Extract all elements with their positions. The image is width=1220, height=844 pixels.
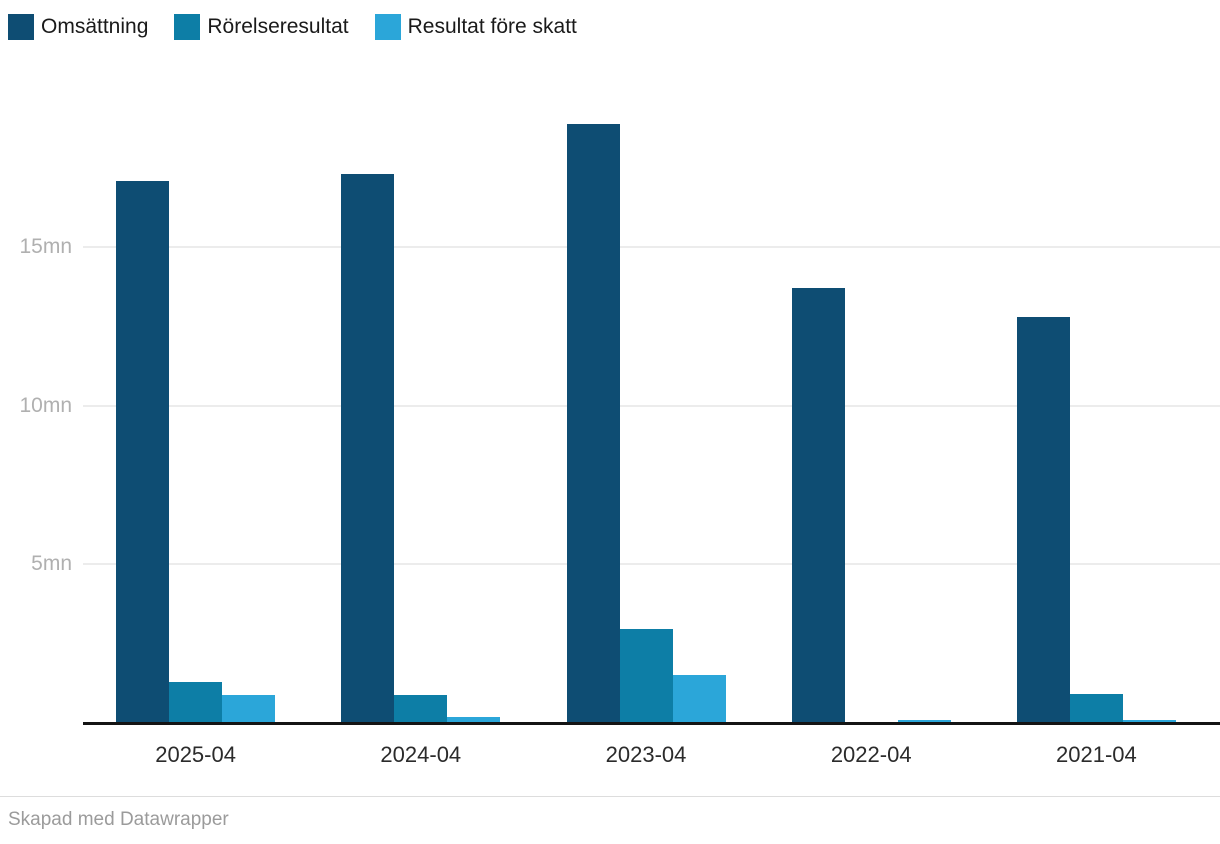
x-axis-label: 2025-04	[155, 742, 236, 767]
x-axis-baseline	[83, 722, 1220, 725]
x-axis-label: 2021-04	[1056, 742, 1137, 767]
y-gridline	[83, 404, 1220, 407]
footer-divider	[0, 796, 1220, 797]
legend-item-rorelseresultat: Rörelseresultat	[174, 14, 349, 40]
legend-swatch-omsattning	[8, 14, 34, 40]
y-axis-tick-label: 10mn	[19, 393, 72, 417]
x-axis-label: 2024-04	[380, 742, 462, 767]
bar-resultat-fore-skatt[interactable]	[1122, 719, 1176, 722]
legend-label-omsattning: Omsättning	[41, 15, 149, 38]
legend-swatch-resultat-fore-skatt	[374, 14, 401, 40]
bar-omsattning[interactable]	[1016, 316, 1070, 722]
legend-label-rorelseresultat: Rörelseresultat	[207, 15, 349, 38]
legend-item-resultat-fore-skatt: Resultat före skatt	[374, 14, 577, 40]
y-axis-tick-label: 5mn	[31, 551, 72, 575]
x-axis-label: 2023-04	[605, 742, 687, 767]
bar-chart-plot-area: 5mn 10mn 15mn 2025-04 2024-04 2023-04 2022-04 2…	[19, 123, 1220, 767]
bar-omsattning[interactable]	[791, 288, 845, 722]
bar-rorelseresultat[interactable]	[1069, 693, 1123, 722]
y-gridline	[83, 562, 1220, 565]
x-axis-label: 2022-04	[830, 742, 912, 767]
legend-label-resultat-fore-skatt: Resultat före skatt	[407, 15, 577, 38]
bar-omsattning[interactable]	[341, 174, 395, 722]
bar-rorelseresultat[interactable]	[394, 695, 448, 722]
legend: Omsättning Rörelseresultat Resultat före…	[8, 14, 577, 40]
y-axis-tick-label: 15mn	[19, 235, 72, 259]
credit-line: Skapad med Datawrapper	[8, 809, 229, 830]
bar-resultat-fore-skatt[interactable]	[672, 674, 726, 722]
bar-resultat-fore-skatt[interactable]	[447, 717, 501, 722]
bar-omsattning[interactable]	[116, 180, 170, 722]
y-gridline	[83, 246, 1220, 249]
bar-omsattning[interactable]	[566, 123, 620, 722]
bar-resultat-fore-skatt[interactable]	[222, 695, 276, 722]
bar-resultat-fore-skatt[interactable]	[897, 720, 951, 722]
legend-swatch-rorelseresultat	[174, 14, 201, 40]
bar-rorelseresultat[interactable]	[169, 682, 223, 722]
legend-item-omsattning: Omsättning	[8, 14, 148, 40]
bar-rorelseresultat[interactable]	[619, 628, 673, 722]
